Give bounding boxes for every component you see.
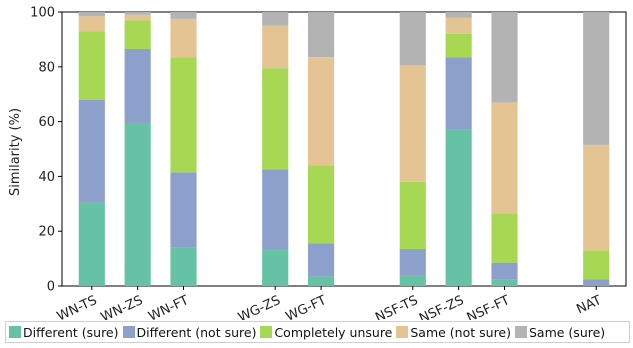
stacked-bar-chart: 0 20 40 60 80 100 WN-TS WN-ZS WN-FT WG-ZS WG-FT NS… — [8, 6, 627, 320]
bar-wn-ft-series-2 — [170, 57, 197, 173]
bar-segments — [78, 12, 610, 286]
legend-item: Same (sure) — [515, 325, 605, 340]
x-tick-label: NSF-FT — [465, 293, 512, 320]
legend-swatch — [122, 326, 135, 338]
bar-wn-ts-series-1 — [78, 99, 105, 203]
legend-item: Completely unsure — [260, 325, 392, 340]
legend-label: Same (not sure) — [410, 324, 511, 340]
legend-swatch — [260, 326, 273, 338]
bar-nsf-ts-series-4 — [399, 12, 426, 66]
plot-area — [61, 11, 627, 287]
x-tick-label: WN-ZS — [99, 293, 146, 320]
legend-label: Different (not sure) — [136, 324, 257, 340]
y-axis: 0 20 40 60 80 100 — [30, 6, 62, 295]
bar-wn-zs-series-3 — [124, 14, 151, 21]
y-tick-label: 20 — [38, 225, 55, 240]
bar-nsf-ft-series-4 — [491, 12, 518, 103]
x-tick-label: NSF-ZS — [417, 293, 466, 320]
y-tick-label: 0 — [47, 280, 55, 295]
bar-nat-series-4 — [583, 12, 610, 145]
bar-wg-ft-series-2 — [308, 165, 335, 244]
bar-wn-ts-series-4 — [78, 12, 105, 17]
bar-wg-zs-series-0 — [262, 249, 289, 286]
x-tick-label: WG-FT — [284, 293, 329, 320]
bar-wg-ft-series-0 — [308, 276, 335, 286]
bar-nsf-ts-series-1 — [399, 249, 426, 276]
x-axis: WN-TS WN-ZS WN-FT WG-ZS WG-FT NSF-TSNSF-ZSNSF… — [55, 286, 604, 320]
bar-nsf-zs-series-3 — [445, 17, 472, 34]
legend-item: Different (not sure) — [122, 324, 257, 340]
legend-label: Different (sure) — [23, 324, 119, 340]
legend-swatch — [515, 326, 527, 338]
bar-nsf-zs-series-0 — [445, 129, 472, 286]
bar-wn-zs-series-2 — [124, 20, 151, 49]
bar-wg-ft-series-1 — [308, 243, 335, 277]
bar-nat-series-2 — [583, 250, 610, 280]
y-axis-label: Similarity (%) — [8, 108, 23, 196]
bar-wg-zs-series-2 — [262, 68, 289, 170]
y-tick-label: 100 — [30, 6, 55, 21]
bar-nsf-ft-series-3 — [491, 102, 518, 214]
x-tick-label: WG-ZS — [236, 293, 283, 320]
bar-nsf-zs-series-1 — [445, 57, 472, 130]
bar-wg-zs-series-4 — [262, 12, 289, 26]
plot-frame — [61, 11, 627, 287]
bar-nat-series-3 — [583, 144, 610, 251]
bar-nsf-zs-series-2 — [445, 33, 472, 58]
bar-nat-series-1 — [583, 279, 610, 286]
bar-wg-ft-series-4 — [308, 12, 335, 58]
bar-nsf-ft-series-2 — [491, 213, 518, 263]
bar-wg-zs-series-1 — [262, 169, 289, 250]
bar-wn-ts-series-2 — [78, 31, 105, 100]
bar-wn-ts-series-0 — [78, 202, 105, 286]
bar-wg-ft-series-3 — [308, 57, 335, 166]
bar-wn-ft-series-0 — [170, 247, 197, 286]
legend-label: Same (sure) — [529, 324, 606, 340]
bar-wg-zs-series-3 — [262, 25, 289, 69]
x-tick-label: WN-FT — [146, 293, 191, 320]
bar-wn-ts-series-3 — [78, 16, 105, 32]
legend-swatch — [396, 326, 409, 338]
y-tick-label: 40 — [38, 170, 55, 185]
bar-nsf-ts-series-3 — [399, 65, 426, 182]
bar-wn-zs-series-0 — [124, 122, 151, 286]
bar-nsf-ts-series-0 — [399, 275, 426, 286]
legend: Different (sure) Different (not sure) Comp… — [5, 321, 630, 343]
bar-wn-ft-series-1 — [170, 172, 197, 248]
y-tick-label: 60 — [38, 115, 55, 130]
bar-wn-zs-series-4 — [124, 12, 151, 15]
x-tick-label: NAT — [574, 293, 604, 317]
bar-wn-zs-series-1 — [124, 48, 151, 123]
legend-item: Same (not sure) — [396, 325, 511, 340]
legend-item: Different (sure) — [9, 325, 119, 340]
x-tick-label: NSF-TS — [373, 293, 420, 320]
bar-nsf-ts-series-2 — [399, 181, 426, 250]
legend-swatch — [9, 326, 21, 338]
bar-nsf-ft-series-1 — [491, 262, 518, 280]
legend-label: Completely unsure — [274, 324, 393, 340]
y-tick-label: 80 — [38, 60, 55, 75]
x-tick-label: WN-TS — [55, 293, 100, 320]
bar-wn-ft-series-3 — [170, 18, 197, 58]
bar-wn-ft-series-4 — [170, 12, 197, 19]
bar-nsf-ft-series-0 — [491, 279, 518, 286]
bar-nsf-zs-series-4 — [445, 12, 472, 18]
